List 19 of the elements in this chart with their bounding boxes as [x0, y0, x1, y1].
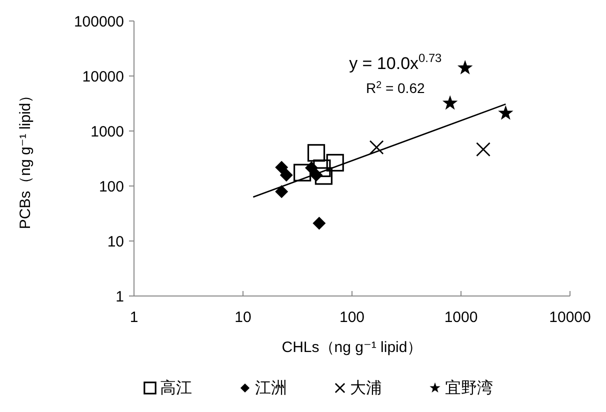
x-axis-title: CHLs（ng g⁻¹ lipid）: [282, 339, 422, 356]
x-tick-label: 1: [130, 309, 138, 326]
y-tick-label: 1000: [90, 123, 124, 140]
x-tick-label: 10: [234, 309, 252, 326]
legend-label: 江洲: [255, 379, 287, 397]
y-tick-label: 100000: [74, 13, 124, 30]
y-tick-label: 100: [98, 178, 124, 196]
x-tick-label: 10000: [549, 309, 591, 326]
y-tick-label: 1: [116, 288, 124, 306]
x-tick-label: 100: [339, 309, 365, 326]
y-tick-label: 10: [107, 233, 124, 250]
x-tick-label: 1000: [444, 309, 478, 326]
y-axis-title: PCBs（ng g⁻¹ lipid）: [17, 88, 34, 230]
y-tick-label: 10000: [82, 68, 124, 86]
annotation: R$^{2}$ = 0.62: [366, 80, 425, 96]
legend-label: 大浦: [350, 379, 382, 397]
legend-label: 高江: [160, 379, 192, 397]
legend-label: 宜野湾: [445, 379, 493, 397]
annotation: y = 10.0x$^{0.73}$: [349, 51, 442, 73]
